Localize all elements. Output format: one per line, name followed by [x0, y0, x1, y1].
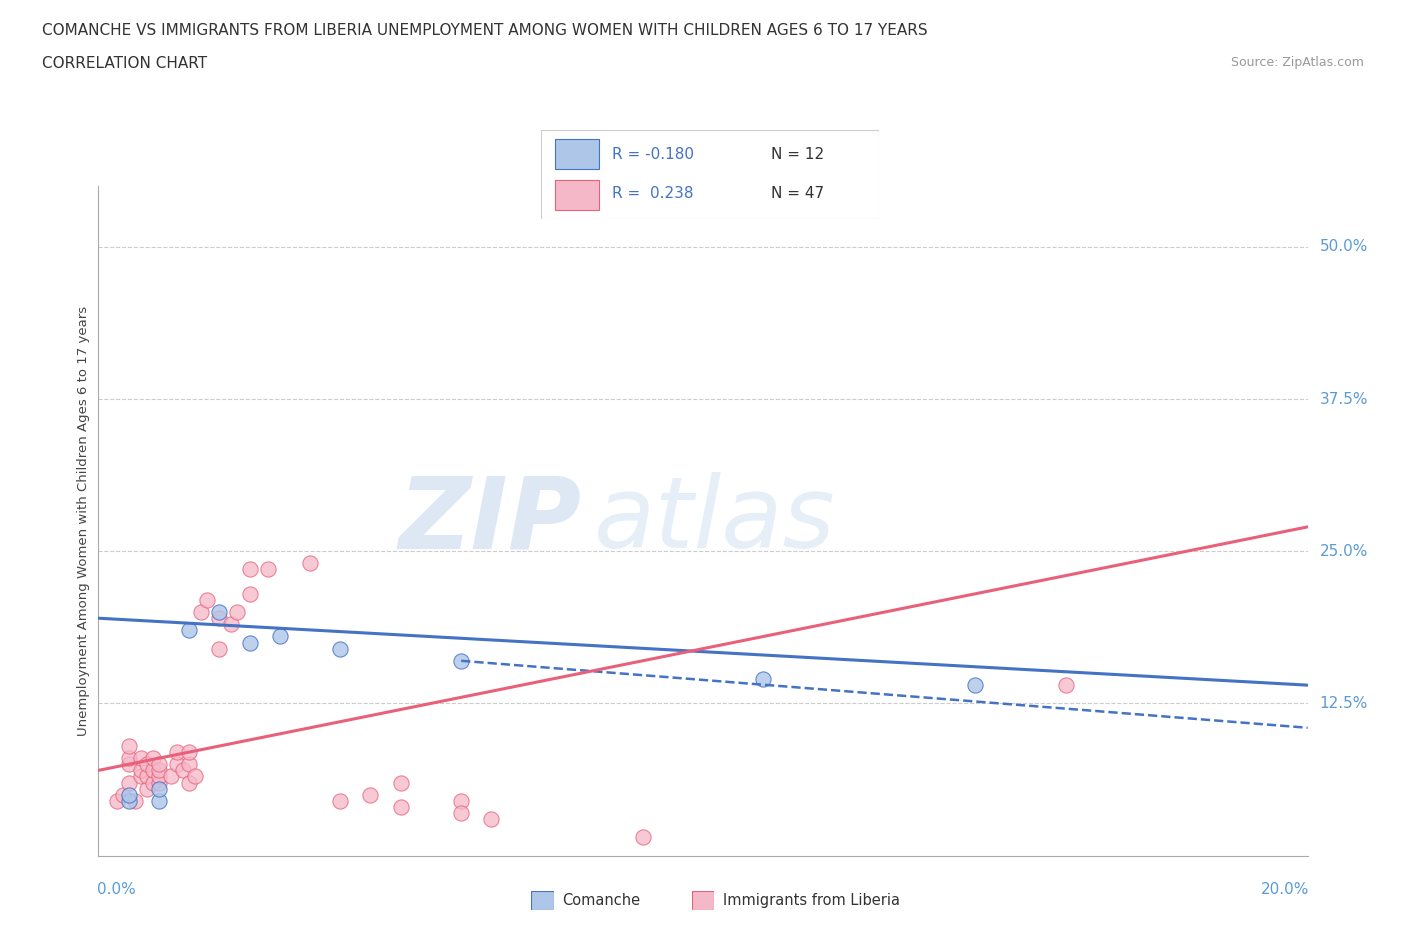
- Point: [329, 793, 352, 808]
- Point: [450, 793, 472, 808]
- Point: [135, 781, 157, 796]
- Text: 37.5%: 37.5%: [1320, 392, 1368, 406]
- Point: [148, 781, 170, 796]
- Point: [135, 757, 157, 772]
- Point: [256, 562, 278, 577]
- Text: Comanche: Comanche: [562, 893, 641, 908]
- Point: [160, 769, 183, 784]
- Point: [148, 769, 170, 784]
- Point: [118, 775, 141, 790]
- Point: [129, 769, 152, 784]
- Point: [148, 763, 170, 777]
- Bar: [555, 140, 599, 169]
- Point: [118, 757, 141, 772]
- Point: [450, 654, 472, 669]
- Point: [190, 604, 212, 619]
- Text: Source: ZipAtlas.com: Source: ZipAtlas.com: [1230, 56, 1364, 69]
- Point: [129, 751, 152, 765]
- Bar: [555, 179, 599, 210]
- Point: [177, 757, 201, 772]
- Point: [148, 775, 170, 790]
- Point: [177, 745, 201, 760]
- Point: [129, 763, 152, 777]
- Text: 12.5%: 12.5%: [1320, 696, 1368, 711]
- Point: [965, 678, 987, 693]
- Text: CORRELATION CHART: CORRELATION CHART: [42, 56, 207, 71]
- Point: [450, 805, 472, 820]
- Point: [389, 800, 412, 815]
- Point: [631, 830, 654, 844]
- Point: [208, 641, 231, 656]
- Point: [166, 745, 188, 760]
- Text: Immigrants from Liberia: Immigrants from Liberia: [723, 893, 900, 908]
- Point: [299, 556, 322, 571]
- Text: ZIP: ZIP: [399, 472, 582, 569]
- Point: [329, 641, 352, 656]
- Point: [118, 738, 141, 753]
- Point: [172, 763, 194, 777]
- Point: [118, 793, 141, 808]
- Text: N = 47: N = 47: [770, 186, 824, 201]
- Point: [226, 604, 249, 619]
- Point: [111, 788, 134, 803]
- Point: [118, 788, 141, 803]
- Point: [118, 751, 141, 765]
- Point: [481, 812, 503, 827]
- Point: [184, 769, 207, 784]
- FancyBboxPatch shape: [541, 130, 879, 219]
- Point: [389, 775, 412, 790]
- Point: [269, 629, 291, 644]
- Text: atlas: atlas: [595, 472, 835, 569]
- Point: [208, 611, 231, 626]
- Point: [239, 587, 262, 602]
- Point: [124, 793, 146, 808]
- Point: [105, 793, 128, 808]
- Text: R = -0.180: R = -0.180: [612, 147, 695, 162]
- Point: [148, 757, 170, 772]
- Point: [148, 793, 170, 808]
- Point: [195, 592, 218, 607]
- Point: [177, 623, 201, 638]
- Text: 20.0%: 20.0%: [1260, 883, 1309, 897]
- Point: [239, 562, 262, 577]
- Point: [360, 788, 382, 803]
- Y-axis label: Unemployment Among Women with Children Ages 6 to 17 years: Unemployment Among Women with Children A…: [77, 306, 90, 736]
- Point: [208, 604, 231, 619]
- Point: [142, 763, 165, 777]
- Point: [752, 671, 775, 686]
- Point: [221, 617, 243, 631]
- Text: N = 12: N = 12: [770, 147, 824, 162]
- Point: [239, 635, 262, 650]
- Point: [142, 751, 165, 765]
- Text: R =  0.238: R = 0.238: [612, 186, 693, 201]
- Point: [177, 775, 201, 790]
- Text: 0.0%: 0.0%: [97, 883, 136, 897]
- Point: [135, 769, 157, 784]
- Point: [1054, 678, 1077, 693]
- Text: 50.0%: 50.0%: [1320, 239, 1368, 255]
- Text: 25.0%: 25.0%: [1320, 544, 1368, 559]
- Text: COMANCHE VS IMMIGRANTS FROM LIBERIA UNEMPLOYMENT AMONG WOMEN WITH CHILDREN AGES : COMANCHE VS IMMIGRANTS FROM LIBERIA UNEM…: [42, 23, 928, 38]
- Point: [142, 775, 165, 790]
- Point: [166, 757, 188, 772]
